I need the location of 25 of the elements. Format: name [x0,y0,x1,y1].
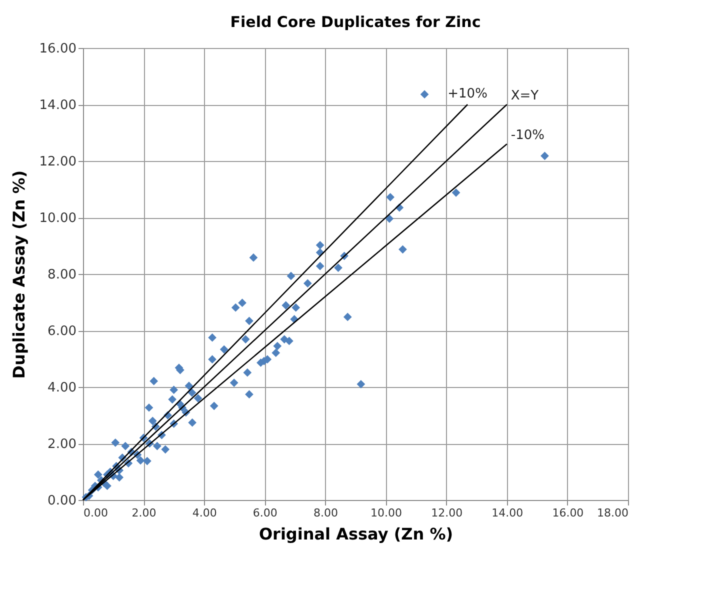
y-tick-label: 0.00 [48,494,76,508]
y-tick-label: 6.00 [48,324,76,339]
y-tick-label: 4.00 [48,380,76,396]
y-axis-title: Duplicate Assay (Zn %) [9,170,28,379]
x-tick-label: 6.00 [252,506,278,520]
x-tick-label: 8.00 [313,506,338,520]
series-label: -10% [510,128,544,144]
x-tick-label: 10.00 [370,506,402,520]
x-tick-label: 0.00 [84,506,108,520]
chart-title: Field Core Duplicates for Zinc [230,13,481,31]
y-tick-label: 8.00 [48,268,76,282]
x-tick-label: 4.00 [192,506,217,520]
y-tick-label: 12.00 [39,154,76,170]
x-tick-label: 2.00 [132,506,156,520]
series-label: X=Y [510,88,539,104]
series-label: +10% [448,86,488,102]
x-tick-label: 18.00 [597,506,628,520]
x-axis-title: Original Assay (Zn %) [258,524,454,544]
y-tick-label: 10.00 [39,211,76,226]
x-tick-label: 16.00 [552,506,584,520]
x-tick-label: 14.00 [492,506,524,520]
x-tick-label: 12.00 [431,506,463,520]
y-tick-label: 16.00 [39,42,76,56]
y-tick-label: 14.00 [39,98,76,113]
y-tick-label: 2.00 [48,437,76,452]
